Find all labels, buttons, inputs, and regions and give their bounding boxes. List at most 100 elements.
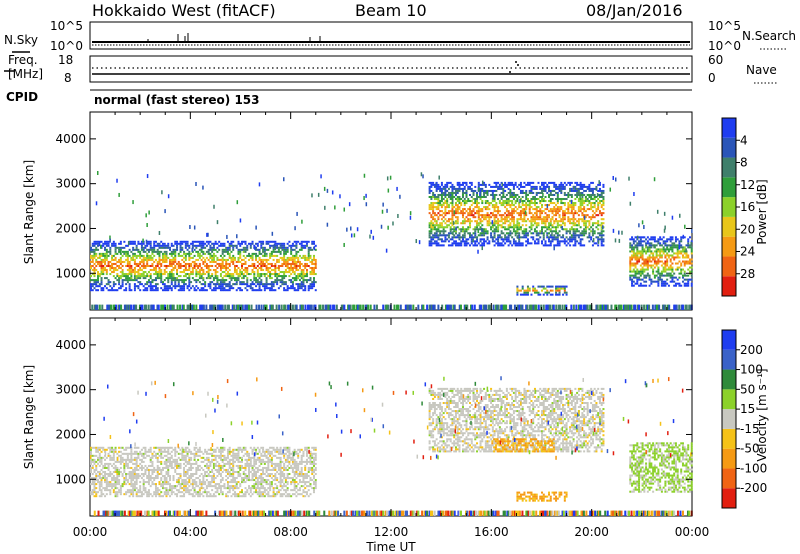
heatmap-cell (262, 242, 265, 245)
heatmap-cell (309, 279, 312, 282)
heatmap-cell (586, 185, 589, 188)
near-range-echo (502, 304, 505, 310)
heatmap-cell (304, 246, 307, 249)
heatmap-cell (555, 212, 558, 215)
heatmap-cell (290, 258, 293, 261)
heatmap-cell (442, 198, 445, 201)
heatmap-cell (497, 198, 500, 201)
heatmap-cell (118, 260, 121, 263)
heatmap-cell (204, 246, 207, 249)
heatmap-cell (521, 202, 524, 205)
heatmap-cell (518, 224, 521, 227)
heatmap-cell (100, 244, 103, 247)
heatmap-cell (648, 248, 651, 251)
heatmap-cell (107, 483, 110, 486)
heatmap-cell (114, 242, 117, 245)
heatmap-cell (528, 220, 531, 223)
heatmap-cell (209, 285, 212, 288)
heatmap-cell (139, 252, 142, 255)
heatmap-cell (500, 198, 503, 201)
heatmap-cell (225, 262, 228, 265)
heatmap-cell (142, 242, 145, 245)
near-range-echo (658, 304, 661, 310)
heatmap-cell (90, 483, 92, 486)
heatmap-cell (262, 269, 265, 272)
heatmap-cell (581, 238, 584, 241)
heatmap-cell (560, 236, 563, 239)
heatmap-cell (432, 212, 435, 215)
heatmap-cell (435, 198, 438, 201)
heatmap-cell (107, 289, 110, 292)
heatmap-cell (435, 234, 438, 237)
heatmap-cell (158, 258, 161, 261)
heatmap-cell (476, 193, 479, 196)
near-range-echo (643, 304, 646, 310)
heatmap-cell (653, 266, 656, 269)
heatmap-cell (176, 248, 179, 251)
heatmap-cell (600, 189, 603, 192)
heatmap-cell (435, 244, 438, 247)
heatmap-cell (105, 277, 108, 280)
scatter-echo (380, 224, 383, 229)
heatmap-cell (597, 202, 600, 205)
heatmap-cell (93, 287, 96, 290)
heatmap-cell (225, 283, 228, 286)
heatmap-cell (447, 206, 450, 209)
heatmap-cell (476, 238, 479, 241)
heatmap-cell (121, 285, 124, 288)
heatmap-cell (248, 258, 251, 261)
heatmap-cell (470, 240, 473, 243)
heatmap-cell (255, 242, 258, 245)
heatmap-cell (158, 271, 161, 274)
heatmap-cell (100, 472, 103, 476)
heatmap-cell (93, 468, 96, 471)
heatmap-cell (432, 222, 435, 225)
heatmap-cell (540, 187, 543, 190)
heatmap-cell (440, 240, 443, 243)
heatmap-cell (144, 289, 147, 292)
heatmap-cell (442, 187, 445, 190)
heatmap-cell (461, 208, 464, 211)
heatmap-cell (174, 258, 177, 261)
heatmap-cell (104, 454, 107, 457)
heatmap-cell (584, 226, 587, 229)
heatmap-cell (451, 224, 454, 227)
heatmap-cell (277, 273, 280, 276)
heatmap-cell (461, 238, 464, 241)
heatmap-cell (433, 236, 436, 239)
heatmap-cell (184, 264, 187, 267)
heatmap-cell (537, 234, 540, 237)
heatmap-cell (477, 216, 480, 219)
heatmap-cell (183, 250, 186, 253)
heatmap-cell (258, 240, 261, 243)
near-range-echo (235, 304, 238, 310)
heatmap-cell (525, 228, 528, 231)
heatmap-cell (476, 226, 479, 229)
heatmap-cell (577, 200, 580, 203)
heatmap-cell (223, 250, 226, 253)
heatmap-cell (221, 264, 224, 267)
heatmap-cell (629, 276, 632, 279)
heatmap-cell (241, 258, 244, 261)
heatmap-cell (281, 262, 284, 265)
near-range-echo (580, 304, 583, 310)
heatmap-cell (555, 287, 558, 290)
heatmap-cell (458, 200, 461, 203)
heatmap-cell (300, 285, 303, 288)
near-range-echo (449, 304, 452, 310)
heatmap-cell (214, 275, 217, 278)
heatmap-cell (549, 244, 552, 247)
heatmap-cell (600, 195, 603, 199)
scatter-echo (671, 215, 674, 220)
heatmap-cell (511, 208, 514, 211)
heatmap-cell (446, 238, 449, 241)
heatmap-cell (463, 218, 466, 221)
heatmap-cell (660, 278, 663, 281)
heatmap-cell (95, 281, 98, 284)
heatmap-cell (546, 293, 549, 296)
heatmap-cell (205, 250, 208, 253)
heatmap-cell (577, 189, 580, 192)
heatmap-cell (104, 489, 107, 492)
heatmap-cell (295, 240, 298, 243)
heatmap-cell (100, 468, 103, 471)
